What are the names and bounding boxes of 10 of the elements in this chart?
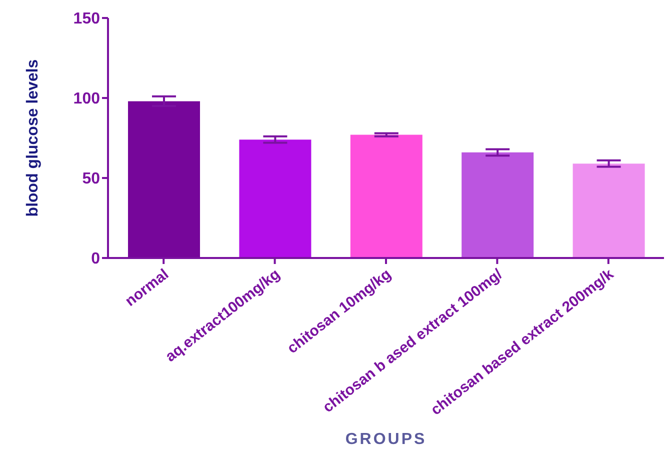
bar bbox=[239, 140, 312, 258]
bar bbox=[462, 152, 534, 258]
y-tick-label: 100 bbox=[73, 90, 100, 108]
y-tick-label: 150 bbox=[73, 10, 100, 28]
bar bbox=[350, 134, 422, 258]
y-tick-label: 50 bbox=[82, 170, 100, 188]
y-tick-label: 0 bbox=[91, 250, 100, 268]
x-axis-title: GROUPS bbox=[345, 431, 427, 448]
bar bbox=[572, 164, 645, 258]
y-axis-title: blood glucose levels bbox=[24, 59, 42, 217]
